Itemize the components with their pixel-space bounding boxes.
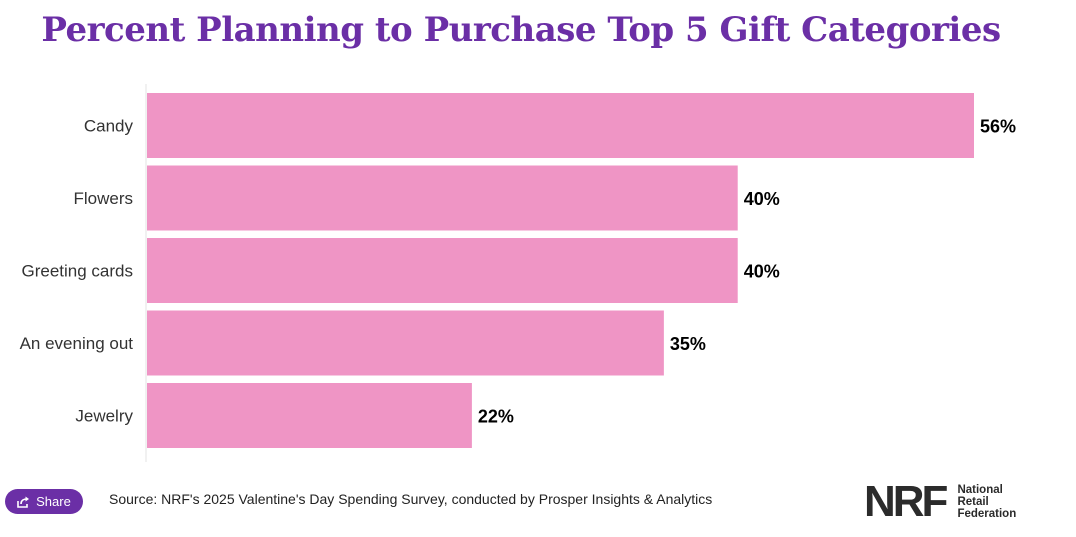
data-label: 40% — [744, 189, 780, 209]
category-label: An evening out — [20, 334, 134, 353]
share-button[interactable]: Share — [5, 489, 83, 514]
category-label: Candy — [84, 117, 134, 136]
source-note: Source: NRF's 2025 Valentine's Day Spend… — [109, 491, 713, 507]
share-icon — [17, 496, 30, 508]
category-label: Flowers — [73, 189, 133, 208]
share-label: Share — [36, 494, 71, 509]
logo-mark: NRF — [864, 477, 948, 526]
category-label: Greeting cards — [22, 262, 134, 281]
data-label: 22% — [478, 407, 514, 427]
bar[interactable] — [147, 165, 738, 231]
bar[interactable] — [147, 310, 664, 376]
bar[interactable] — [147, 238, 738, 303]
logo-line: Retail — [957, 496, 989, 508]
bar-chart: Candy 56% Flowers 40% Greeting cards 40% An ev… — [20, 84, 1016, 462]
logo-line: National — [957, 484, 1003, 496]
data-label: 35% — [670, 334, 706, 354]
bar[interactable] — [147, 383, 472, 448]
chart-title: Percent Planning to Purchase Top 5 Gift … — [41, 10, 1001, 50]
data-label: 40% — [744, 262, 780, 282]
bar[interactable] — [147, 93, 974, 158]
logo-text: National Retail Federation — [957, 484, 1016, 520]
nrf-logo: NRF National Retail Federation — [864, 477, 1016, 526]
data-label: 56% — [980, 117, 1016, 137]
logo-line: Federation — [957, 508, 1017, 520]
category-label: Jewelry — [75, 407, 133, 426]
